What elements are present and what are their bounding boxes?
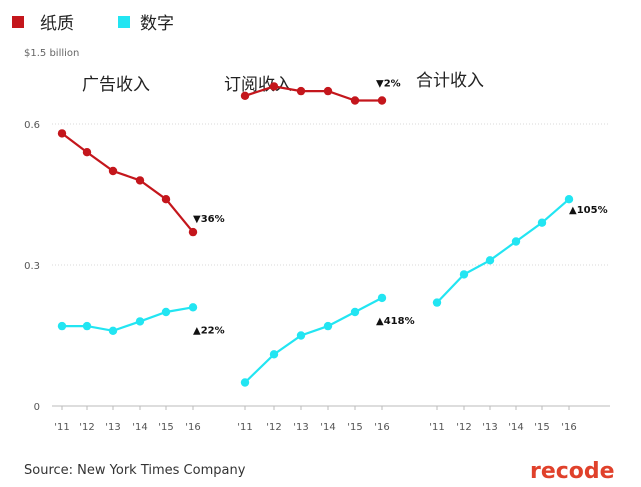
data-point-print: [269, 82, 279, 91]
data-point-digital: [323, 321, 333, 331]
data-point-digital: [240, 378, 250, 387]
series-line-digital: [244, 296, 383, 384]
x-tick-label: '14: [132, 422, 147, 433]
x-tick-label: '16: [561, 422, 576, 433]
data-point-print: [82, 148, 92, 157]
source-note: Source: New York Times Company: [24, 463, 246, 478]
change-label-digital: ▲418%: [376, 316, 415, 327]
data-point-digital: [161, 307, 171, 317]
series: ▼36%▲22%▼2%▲418%▼18%▲105%: [57, 79, 608, 387]
data-point-print: [188, 227, 198, 237]
data-point-print: [323, 86, 333, 96]
data-point-digital: [188, 303, 198, 312]
data-point-digital: [377, 293, 387, 303]
data-point-digital: [564, 195, 574, 204]
data-point-digital: [459, 270, 469, 279]
legend: 纸质 数字: [12, 14, 174, 34]
series-line-print: [244, 85, 382, 102]
data-point-print: [296, 86, 306, 96]
x-tick-label: '12: [79, 422, 94, 433]
legend-label-digital: 数字: [140, 14, 174, 34]
data-point-digital: [269, 350, 279, 359]
legend-swatch-print: [12, 16, 24, 28]
data-point-print: [108, 166, 118, 176]
change-label-print: ▼2%: [376, 79, 401, 90]
series-line-digital: [62, 306, 194, 332]
x-tick-label: '15: [534, 422, 549, 433]
panel-title-total: 合计收入: [416, 71, 484, 91]
x-tick-label: '13: [105, 422, 120, 433]
change-label-print: ▼36%: [193, 214, 225, 225]
x-tick-label: '14: [508, 422, 523, 433]
x-tick-label: '14: [320, 422, 335, 433]
change-label-digital: ▲105%: [569, 205, 608, 216]
x-tick-label: '12: [266, 422, 281, 433]
legend-swatch-digital: [118, 16, 130, 28]
x-tick-label: '13: [293, 422, 308, 433]
data-point-digital: [82, 321, 92, 331]
y-axis-ticks: 1.20.90.60.30: [24, 120, 40, 413]
x-tick-label: '15: [158, 422, 173, 433]
data-point-print: [161, 195, 171, 204]
data-point-digital: [511, 237, 521, 246]
y-tick-label: 0.3: [24, 261, 40, 272]
data-point-digital: [296, 331, 306, 340]
data-point-print: [350, 96, 360, 105]
y-axis-top-label: $1.5 billion: [24, 48, 79, 59]
legend-label-print: 纸质: [40, 14, 74, 34]
x-tick-label: '12: [456, 422, 471, 433]
x-tick-label: '16: [185, 422, 200, 433]
data-point-digital: [57, 321, 67, 331]
data-point-digital: [135, 317, 145, 326]
panel-title-advertising: 广告收入: [82, 75, 150, 95]
x-tick-label: '16: [374, 422, 389, 433]
data-point-print: [377, 96, 387, 105]
data-point-print: [240, 91, 250, 101]
series-line-print: [61, 132, 194, 233]
data-point-digital: [108, 326, 118, 335]
data-point-digital: [350, 307, 360, 317]
y-tick-label: 0: [34, 402, 40, 413]
brand-logo: recode: [530, 459, 615, 484]
x-tick-label: '11: [237, 422, 252, 433]
x-tick-label: '11: [429, 422, 444, 433]
y-tick-label: 0.6: [24, 120, 40, 131]
data-point-digital: [485, 256, 495, 265]
data-point-digital: [537, 218, 547, 227]
data-point-print: [57, 129, 67, 138]
x-tick-label: '11: [54, 422, 69, 433]
change-label-digital: ▲22%: [193, 325, 225, 336]
x-axis-ticks: '11 '12 '13 '14 '15 '16 '11 '12 '13 '14 '15 '16 '11 '…: [54, 406, 577, 433]
x-tick-label: '15: [347, 422, 362, 433]
grid-lines: [52, 123, 610, 407]
data-point-digital: [432, 298, 442, 307]
x-tick-label: '13: [482, 422, 497, 433]
data-point-print: [135, 176, 145, 185]
series-line-digital: [436, 198, 570, 304]
